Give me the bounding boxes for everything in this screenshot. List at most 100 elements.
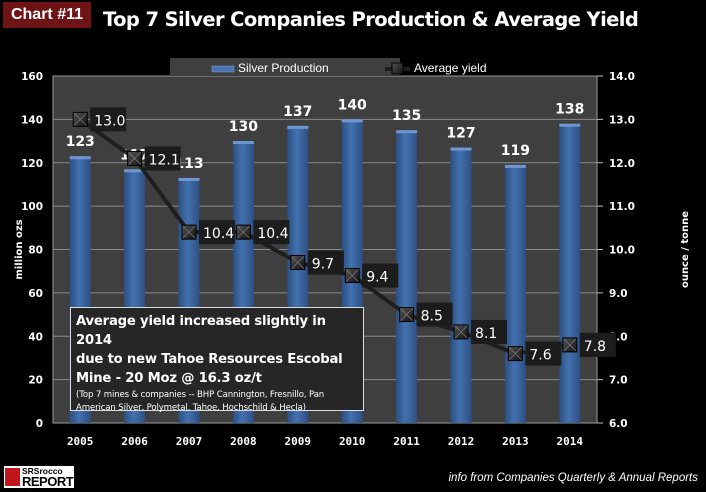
y-tick-label: 160: [21, 71, 43, 83]
production-label: 130: [229, 119, 258, 135]
production-label: 140: [338, 97, 367, 113]
production-bar-cap: [559, 123, 581, 127]
production-bar-cap: [69, 156, 91, 160]
yield-marker-bevel: [563, 338, 577, 352]
yield-label: 10.4: [257, 226, 288, 242]
yield-marker-bevel: [182, 225, 196, 239]
x-tick-label: 2011: [393, 435, 420, 448]
annotation-line: Average yield increased slightly in 2014: [76, 314, 326, 348]
yield-label: 7.8: [584, 339, 606, 355]
chart-title: Top 7 Silver Companies Production & Aver…: [103, 8, 639, 31]
yield-label-box: [199, 220, 235, 245]
production-bar-cap: [178, 177, 200, 181]
production-bar: [559, 123, 581, 424]
annotation-subtext: (Top 7 mines & companies -- BHP Canningt…: [76, 390, 325, 400]
y2-tick-label: 14.0: [609, 71, 635, 83]
y2-axis-title: ounce / tonne: [680, 211, 691, 288]
yield-marker-bevel: [454, 325, 468, 339]
x-tick-label: 2013: [502, 435, 529, 448]
y2-tick-label: 12.0: [609, 158, 635, 170]
yield-marker-bevel: [128, 152, 141, 165]
yield-label: 8.5: [421, 309, 443, 325]
production-label: 113: [174, 156, 203, 172]
annotation-subtext: American Silver, Polymetal, Tahoe, Hochs…: [76, 403, 306, 413]
yield-label-box: [579, 332, 616, 357]
x-tick-label: 2012: [448, 435, 475, 448]
y2-tick-label: 6.0: [609, 418, 628, 430]
production-label: 123: [66, 134, 95, 150]
production-bar-cap: [341, 119, 363, 123]
srsrocco-logo: SRSrocco REPORT: [4, 466, 74, 489]
yield-marker-bevel: [291, 256, 305, 269]
x-tick-label: 2010: [339, 435, 366, 448]
y-tick-label: 20: [28, 375, 43, 387]
annotation-line: Mine - 20 Moz @ 16.3 oz/t: [76, 371, 262, 386]
yield-label-box: [90, 107, 127, 132]
yield-label: 10.4: [203, 226, 234, 242]
y-tick-label: 0: [36, 418, 43, 430]
production-label: 119: [501, 143, 530, 159]
production-label: 135: [392, 108, 421, 124]
yield-label-box: [416, 302, 453, 327]
chart-number-badge: Chart #11: [3, 2, 91, 28]
yield-label: 8.1: [475, 326, 497, 342]
logo-flag-icon: [5, 468, 20, 486]
y-tick-label: 140: [21, 114, 43, 126]
yield-label-box: [144, 146, 181, 171]
y2-tick-label: 9.0: [609, 288, 628, 300]
y2-tick-label: 11.0: [609, 201, 635, 213]
yield-label: 9.4: [366, 270, 388, 286]
yield-label: 13.0: [94, 113, 125, 129]
production-bar-cap: [450, 147, 472, 151]
y-axis-title: million ozs: [14, 219, 25, 279]
production-label: 138: [555, 102, 584, 118]
yield-marker-bevel: [400, 308, 413, 321]
production-bar-cap: [287, 125, 309, 129]
production-bar: [450, 147, 472, 423]
x-tick-label: 2007: [176, 435, 203, 448]
y-tick-label: 60: [28, 288, 43, 300]
legend-label-production: Silver Production: [238, 61, 329, 75]
x-tick-label: 2008: [230, 435, 257, 448]
production-bar: [396, 130, 418, 423]
legend-swatch-yield-marker: [391, 62, 404, 75]
y-tick-label: 80: [28, 245, 43, 257]
y-tick-label: 120: [21, 158, 43, 170]
x-tick-label: 2005: [67, 435, 94, 448]
yield-label-box: [471, 319, 507, 344]
yield-marker-bevel: [509, 347, 522, 360]
x-tick-label: 2014: [557, 435, 584, 448]
production-bar-cap: [124, 169, 146, 173]
legend-label-yield: Average yield: [414, 61, 487, 75]
x-tick-label: 2006: [121, 435, 148, 448]
y-tick-label: 100: [21, 201, 43, 213]
production-bar-cap: [232, 141, 254, 145]
yield-label: 7.6: [529, 348, 551, 364]
source-note: info from Companies Quarterly & Annual R…: [448, 472, 699, 484]
logo-text-bottom: REPORT: [22, 474, 74, 489]
yield-label-box: [307, 250, 344, 275]
production-bar-cap: [396, 130, 418, 134]
y2-tick-label: 10.0: [609, 245, 635, 257]
yield-marker-bevel: [345, 269, 359, 282]
yield-label: 12.1: [149, 152, 180, 168]
x-tick-label: 2009: [285, 435, 312, 448]
annotation-box: Average yield increased slightly in 2014…: [70, 307, 364, 413]
yield-label: 9.7: [312, 257, 334, 273]
yield-marker-bevel: [237, 225, 250, 239]
annotation-line: due to new Tahoe Resources Escobal: [76, 352, 343, 367]
y2-tick-label: 7.0: [609, 375, 628, 387]
production-bar: [504, 164, 526, 423]
production-bar-cap: [504, 164, 526, 168]
yield-label-box: [362, 263, 399, 288]
y-tick-label: 40: [28, 331, 43, 343]
logo-text-top: SRSrocco: [22, 466, 63, 476]
yield-label-box: [525, 341, 562, 366]
yield-label-box: [253, 220, 290, 245]
production-label: 127: [446, 126, 475, 142]
production-label: 137: [283, 104, 312, 120]
y2-tick-label: 13.0: [609, 114, 635, 126]
legend-swatch-production: [211, 65, 235, 73]
yield-marker-bevel: [73, 113, 87, 126]
